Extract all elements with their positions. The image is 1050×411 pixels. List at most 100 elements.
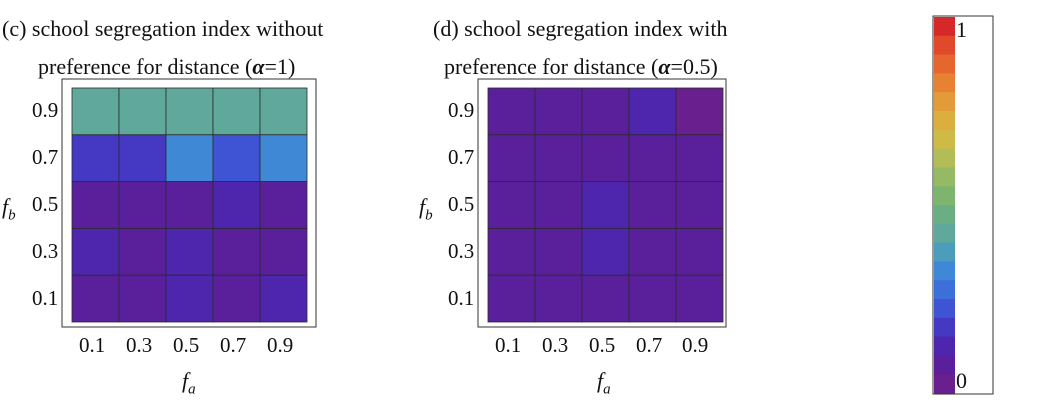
panel-c-title-line2-text: preference for distance (	[38, 54, 253, 79]
panel-c-heatmap-cell	[212, 227, 261, 276]
panel-d-x-tick-label: 0.1	[495, 333, 522, 357]
panel-c-heatmap-cell	[165, 87, 214, 136]
panel-c-y-tick-label: 0.7	[32, 145, 59, 169]
panel-c-alpha-symbol: α	[252, 54, 265, 79]
colorbar-segment	[934, 148, 955, 168]
colorbar-segment	[934, 129, 955, 150]
panel-d-y-axis-label: fb	[419, 194, 433, 224]
panel-d-heatmap-cell	[581, 227, 630, 276]
panel-d-heatmap-cell	[628, 181, 677, 229]
colorbar-frame	[932, 15, 994, 395]
panel-d-heatmap-cell	[675, 274, 724, 323]
colorbar-segment	[934, 336, 955, 356]
panel-d-heatmap-cell	[581, 87, 630, 136]
panel-c-heatmap-cell	[259, 274, 308, 323]
panel-c-title-line2: preference for distance (α=1)	[38, 54, 295, 80]
colorbar-segment	[934, 92, 955, 112]
panel-d-heatmap-cell	[628, 134, 677, 183]
colorbar-segment	[934, 280, 955, 300]
colorbar-segment	[934, 317, 955, 338]
panel-c-y-tick-label: 0.9	[32, 98, 59, 122]
colorbar-segment	[934, 374, 955, 394]
panel-c-alpha-value: =1)	[264, 54, 296, 79]
colorbar-segment	[934, 205, 955, 225]
panel-d-y-tick-label: 0.3	[448, 239, 475, 263]
panel-d-heatmap-cell	[534, 274, 583, 323]
colorbar-segment	[934, 186, 955, 206]
panel-d-heatmap-cell	[534, 87, 583, 136]
panel-d-heatmap-cell	[628, 87, 677, 136]
panel-c-x-tick-label: 0.9	[267, 333, 294, 357]
panel-c-x-tick-label: 0.5	[173, 333, 200, 357]
panel-c-heatmap-cell	[165, 227, 214, 276]
panel-c-heatmap-cell	[212, 134, 261, 183]
panel-c-y-tick-label: 0.3	[32, 239, 59, 263]
panel-c-y-axis-label: fb	[2, 194, 16, 224]
panel-d-heatmap-cell	[487, 274, 536, 323]
panel-d-y-tick-label: 0.1	[448, 286, 475, 310]
colorbar-segment	[934, 73, 955, 93]
colorbar-segment	[934, 223, 955, 244]
panel-d-x-tick-label: 0.5	[589, 333, 616, 357]
panel-c-x-tick-label: 0.7	[220, 333, 247, 357]
colorbar-segment	[934, 167, 955, 187]
panel-c-y-tick-label: 0.1	[32, 286, 59, 310]
colorbar-segment	[934, 299, 955, 319]
colorbar-segment	[934, 355, 955, 375]
panel-d-heatmap-cell	[628, 227, 677, 276]
panel-c-heatmap-cell	[71, 134, 120, 183]
panel-c-heatmap-cell	[165, 181, 214, 229]
panel-d-alpha-value: =0.5)	[670, 54, 718, 79]
panel-c-x-tick-label: 0.3	[126, 333, 153, 357]
panel-c-heatmap-cell	[118, 181, 167, 229]
panel-d-heatmap-cell	[534, 134, 583, 183]
panel-c-x-axis-label: fa	[182, 368, 196, 398]
colorbar-segment	[934, 17, 955, 37]
panel-d-y-tick-label: 0.9	[448, 98, 475, 122]
panel-d-x-tick-label: 0.7	[636, 333, 663, 357]
panel-c-heatmap-cell	[259, 87, 308, 136]
panel-d-y-tick-label: 0.7	[448, 145, 475, 169]
panel-d-heatmap-cell	[675, 134, 724, 183]
panel-c-heatmap-cell	[165, 134, 214, 183]
panel-d-heatmap-cell	[675, 181, 724, 229]
panel-d-title-line2-text: preference for distance (	[444, 54, 659, 79]
panel-c-y-tick-label: 0.5	[32, 192, 59, 216]
panel-c-heatmap-cell	[71, 274, 120, 323]
panel-d-heatmap-cell	[675, 227, 724, 276]
colorbar-segment	[934, 111, 955, 131]
panel-c-heatmap-cell	[259, 227, 308, 276]
panel-c-heatmap-cell	[259, 181, 308, 229]
colorbar-segment	[934, 54, 955, 74]
panel-d-heatmap-cell	[487, 134, 536, 183]
panel-c-heatmap-cell	[259, 134, 308, 183]
panel-d-heatmap-cell	[534, 181, 583, 229]
panel-d-x-tick-label: 0.9	[682, 333, 709, 357]
panel-d-title-line1: (d) school segregation index with	[433, 16, 728, 41]
panel-d-alpha-symbol: α	[658, 54, 671, 79]
panel-d-heatmap-cell	[675, 87, 724, 136]
panel-c-heatmap-cell	[118, 227, 167, 276]
colorbar-min-label: 0	[956, 368, 967, 393]
panel-d-heatmap-cell	[581, 181, 630, 229]
panel-d-heatmap-cell	[487, 227, 536, 276]
panel-d-heatmap-cell	[628, 274, 677, 323]
panel-d-x-axis-label: fa	[597, 368, 611, 398]
panel-d-heatmap-cell	[581, 274, 630, 323]
colorbar-segment	[934, 261, 955, 281]
panel-c-heatmap-cell	[118, 87, 167, 136]
panel-c-heatmap-cell	[71, 181, 120, 229]
panel-c-title-line1: (c) school segregation index without	[2, 16, 324, 41]
panel-d-frame	[477, 78, 727, 328]
panel-c-frame	[61, 78, 317, 328]
panel-d-heatmap-cell	[487, 181, 536, 229]
panel-c-heatmap-cell	[71, 227, 120, 276]
panel-d-heatmap-cell	[581, 134, 630, 183]
panel-c-heatmap-cell	[118, 274, 167, 323]
panel-d-title-line2: preference for distance (α=0.5)	[444, 54, 718, 80]
panel-d-y-tick-label: 0.5	[448, 192, 475, 216]
panel-d-x-tick-label: 0.3	[542, 333, 569, 357]
panel-d-heatmap-cell	[534, 227, 583, 276]
panel-c-heatmap-cell	[71, 87, 120, 136]
